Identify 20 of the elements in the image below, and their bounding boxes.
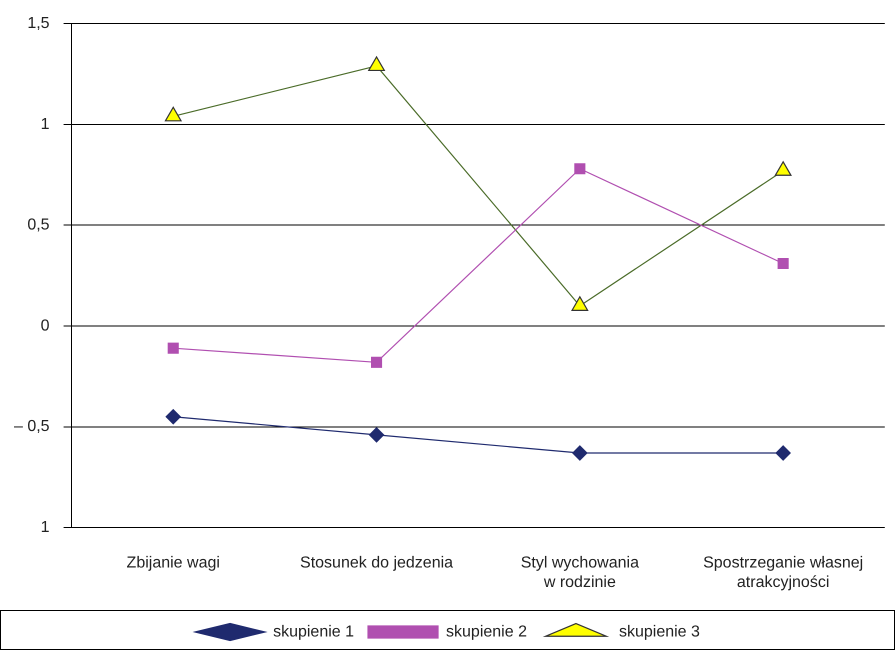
point [168, 342, 179, 354]
legend-label: skupienie 2 [446, 623, 528, 640]
y-tick-label: 1 [40, 519, 50, 536]
point [166, 409, 181, 424]
point [776, 445, 791, 461]
point [572, 445, 588, 461]
y-tick-label: 0 [40, 317, 50, 334]
x-tick-label: Zbijanie wagi [126, 554, 220, 572]
point [368, 427, 384, 442]
y-tick-label: – 0,5 [14, 418, 50, 436]
x-tick-label: Styl wychowania w rodzinie [520, 554, 640, 591]
x-tick-label: Stosunek do jedzenia [300, 554, 454, 572]
legend-label: skupienie 1 [273, 623, 354, 640]
point [778, 258, 789, 270]
y-tick-label: 0,5 [27, 216, 50, 234]
point [370, 356, 382, 368]
legend-label: skupienie 3 [618, 623, 700, 640]
y-tick-label: 1,5 [27, 15, 50, 32]
x-tick-label: Spostrzeganie własnej atrakcyjności [703, 554, 864, 591]
y-tick-label: 1 [40, 116, 50, 133]
